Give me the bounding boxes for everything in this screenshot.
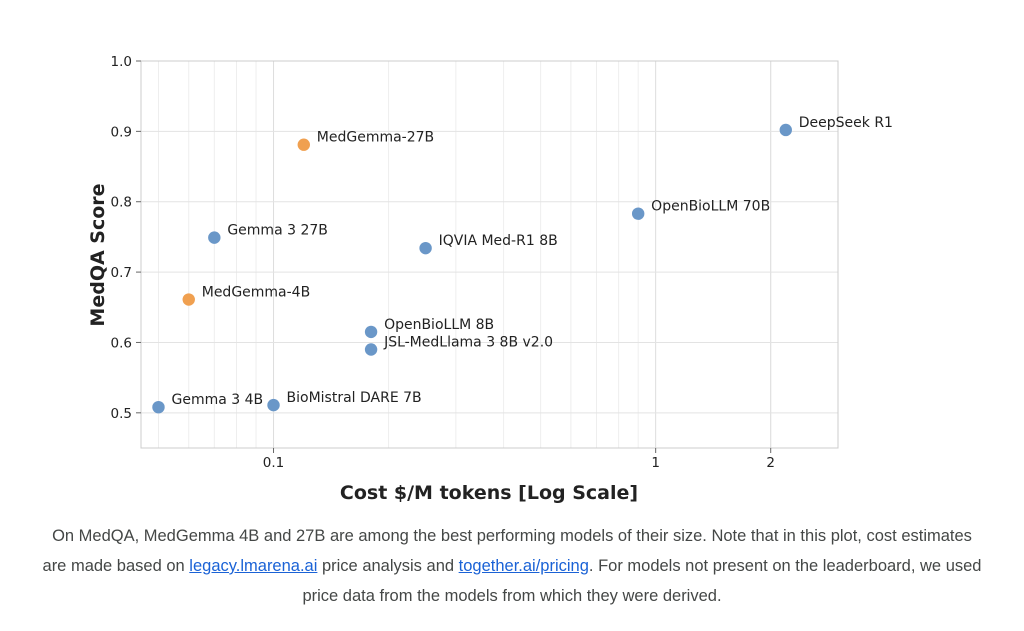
y-tick-label: 0.8	[111, 195, 132, 211]
x-axis-label: Cost $/M tokens [Log Scale]	[340, 482, 638, 504]
grid-lines	[141, 60, 839, 448]
point-label: IQVIA Med-R1 8B	[439, 233, 558, 249]
point-label: DeepSeek R1	[799, 115, 893, 131]
together-pricing-link[interactable]: together.ai/pricing	[458, 557, 589, 575]
point-label: OpenBioLLM 70B	[651, 199, 770, 215]
y-axis-label: MedQA Score	[87, 183, 109, 326]
y-tick-label: 1.0	[111, 54, 132, 70]
data-point	[419, 241, 432, 255]
data-point	[779, 123, 792, 137]
point-label: JSL-MedLlama 3 8B v2.0	[383, 334, 553, 350]
data-point	[267, 398, 280, 412]
data-points: DeepSeek R1 MedGemma-27B OpenBioLLM 70B Gem…	[152, 115, 893, 414]
x-tick-label: 0.1	[263, 455, 284, 471]
point-label: MedGemma-4B	[202, 285, 310, 301]
data-point	[152, 400, 165, 414]
data-point	[631, 207, 645, 220]
lmarena-link[interactable]: legacy.lmarena.ai	[189, 557, 318, 575]
y-tick-label: 0.9	[111, 124, 132, 140]
y-tick-label: 0.5	[111, 406, 132, 422]
y-tick-label: 0.6	[111, 335, 132, 351]
point-label: BioMistral DARE 7B	[287, 390, 422, 406]
caption-text-2: price analysis and	[317, 557, 459, 575]
data-point	[208, 231, 221, 244]
plot-frame	[140, 60, 839, 449]
caption-text-3: . For models not present on the leaderbo…	[302, 557, 982, 605]
figure-caption: On MedQA, MedGemma 4B and 27B are among …	[40, 521, 984, 611]
point-label: OpenBioLLM 8B	[384, 317, 494, 333]
x-tick-label: 1	[651, 455, 660, 471]
data-point	[297, 138, 310, 151]
caption-text-1: On MedQA, MedGemma 4B and 27B are among …	[42, 527, 972, 575]
data-point	[364, 325, 378, 339]
data-point	[364, 343, 378, 356]
x-tick-label: 2	[766, 455, 775, 471]
y-tick-labels: 0.5 0.6 0.7 0.8 0.9 1.0	[111, 54, 141, 422]
scatter-chart: 0.5 0.6 0.7 0.8 0.9 1.0 0.1 1 2 DeepSeek R1 MedG…	[87, 54, 893, 504]
point-label: Gemma 3 4B	[171, 392, 263, 408]
point-label: MedGemma-27B	[317, 130, 434, 146]
x-tick-labels: 0.1 1 2	[263, 448, 775, 471]
y-tick-label: 0.7	[111, 265, 132, 281]
data-point	[182, 293, 195, 306]
point-label: Gemma 3 27B	[227, 223, 328, 239]
